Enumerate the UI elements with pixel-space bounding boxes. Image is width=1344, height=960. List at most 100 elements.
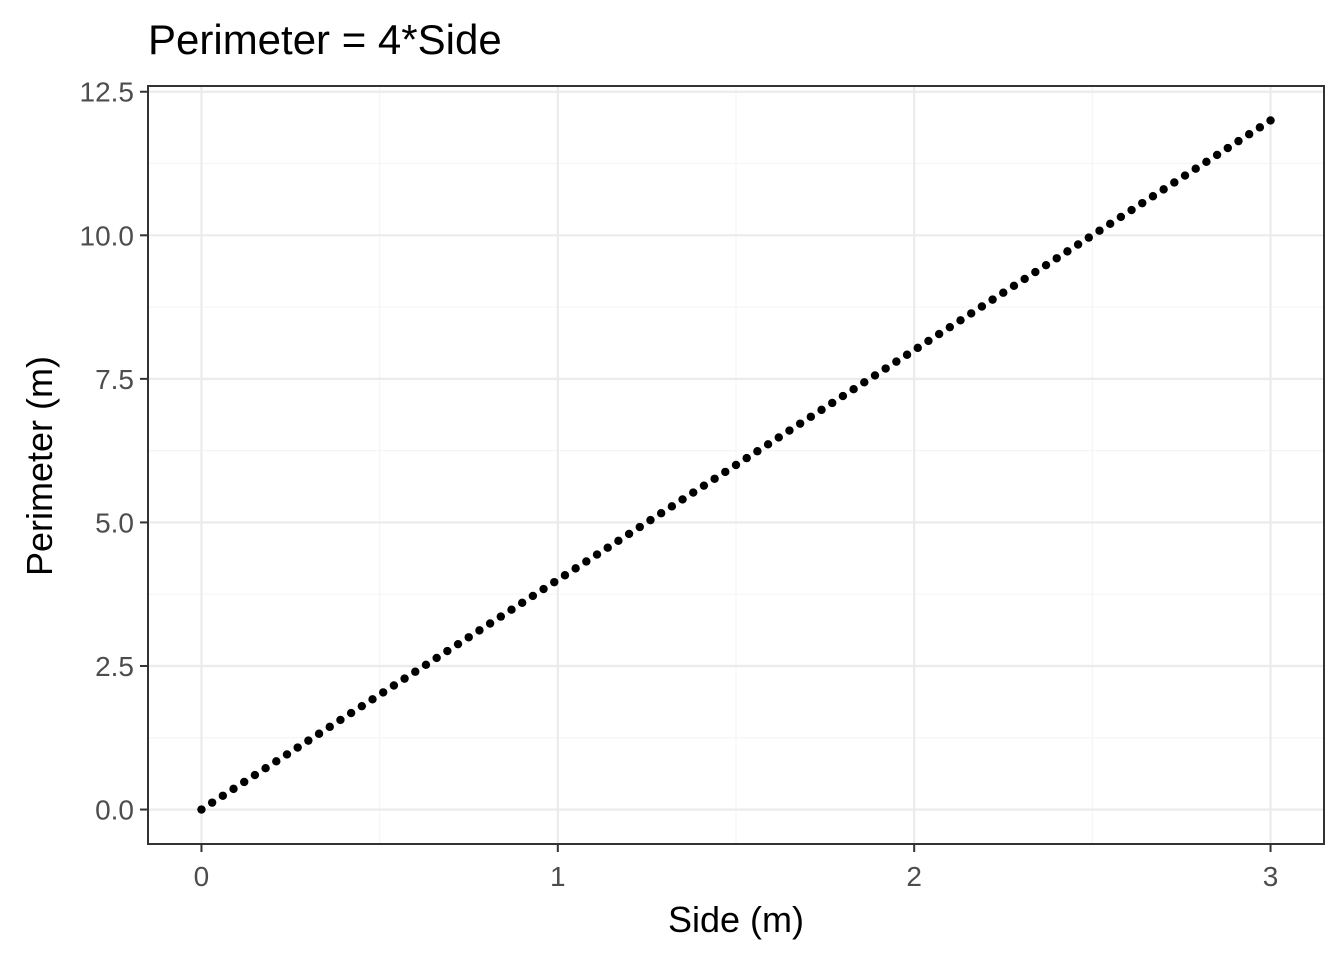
data-point: [1105, 219, 1115, 229]
data-point: [368, 695, 377, 704]
data-points: [197, 116, 1275, 814]
data-point: [1212, 150, 1222, 160]
data-point: [550, 577, 559, 587]
data-point: [1266, 116, 1275, 125]
data-point: [261, 764, 270, 773]
data-point: [357, 701, 367, 711]
x-tick-label: 1: [550, 861, 566, 892]
data-point: [464, 633, 473, 642]
panel-border: [147, 85, 1325, 845]
data-point: [849, 385, 858, 394]
data-point: [603, 543, 612, 552]
data-point: [1138, 198, 1147, 208]
x-tick-label: 3: [1263, 861, 1279, 892]
data-point: [507, 605, 516, 614]
data-point: [999, 288, 1008, 297]
data-point: [635, 522, 644, 532]
data-point: [1159, 185, 1168, 194]
data-point: [1234, 136, 1243, 146]
data-point: [325, 722, 334, 732]
y-tick-label: 2.5: [95, 651, 134, 682]
data-point: [774, 433, 783, 442]
data-point: [624, 529, 634, 539]
data-point: [314, 729, 324, 738]
chart-title: Perimeter = 4*Side: [148, 16, 502, 63]
data-point: [977, 302, 987, 311]
data-point: [218, 791, 228, 800]
major-gridlines: [148, 86, 1324, 844]
data-point: [1255, 123, 1265, 132]
data-point: [389, 681, 399, 690]
y-axis-ticks: 0.0 2.5 5.0 7.5 10.0 12.5: [80, 77, 148, 826]
data-point: [967, 309, 976, 318]
data-point: [860, 378, 869, 387]
data-point: [689, 488, 698, 497]
y-tick-label: 0.0: [95, 795, 134, 826]
data-point: [443, 646, 452, 656]
y-tick-label: 10.0: [80, 220, 135, 251]
x-axis-ticks: 0 1 2 3: [194, 844, 1279, 892]
data-point: [934, 329, 944, 339]
data-point: [913, 343, 922, 353]
data-point: [282, 750, 292, 759]
data-point: [1116, 212, 1126, 222]
data-point: [742, 453, 751, 463]
data-point: [1191, 164, 1200, 173]
data-point: [475, 626, 484, 635]
data-point: [250, 770, 260, 780]
data-point: [656, 509, 666, 518]
x-axis-title: Side (m): [668, 899, 804, 940]
y-axis-title: Perimeter (m): [19, 356, 60, 576]
data-point: [421, 660, 431, 670]
data-point: [753, 447, 762, 456]
data-point: [763, 440, 773, 449]
data-point: [1052, 254, 1061, 263]
data-point: [197, 805, 206, 814]
data-point: [272, 757, 281, 766]
data-point: [731, 460, 741, 470]
data-point: [1180, 171, 1190, 180]
data-point: [1020, 274, 1029, 284]
data-point: [988, 295, 997, 304]
data-point: [1009, 281, 1019, 291]
data-point: [1202, 157, 1211, 166]
data-point: [560, 571, 570, 580]
x-tick-label: 0: [194, 861, 210, 892]
data-point: [517, 598, 527, 608]
data-point: [582, 557, 591, 566]
data-point: [870, 371, 880, 380]
data-point: [678, 495, 687, 504]
data-point: [956, 316, 965, 325]
data-point: [1223, 143, 1232, 153]
data-point: [902, 350, 912, 359]
data-point: [453, 639, 463, 649]
data-point: [795, 419, 805, 428]
data-point: [710, 474, 719, 483]
data-point: [571, 564, 580, 573]
x-tick-label: 2: [906, 861, 922, 892]
data-point: [400, 674, 409, 683]
data-point: [379, 688, 388, 697]
data-point: [1148, 192, 1158, 201]
data-point: [881, 364, 890, 373]
data-point: [828, 398, 837, 408]
data-point: [1127, 205, 1136, 215]
data-point: [207, 798, 217, 807]
data-point: [411, 667, 420, 676]
data-point: [539, 584, 548, 594]
y-tick-label: 7.5: [95, 364, 134, 395]
data-point: [614, 536, 623, 545]
data-point: [721, 467, 730, 477]
data-point: [336, 715, 345, 725]
data-point: [924, 336, 933, 346]
data-point: [1063, 247, 1072, 256]
y-tick-label: 5.0: [95, 507, 134, 538]
data-point: [293, 743, 302, 752]
data-point: [485, 619, 495, 628]
data-point: [1170, 178, 1179, 187]
data-point: [1095, 226, 1104, 235]
data-point: [1041, 260, 1051, 270]
data-point: [229, 784, 238, 794]
